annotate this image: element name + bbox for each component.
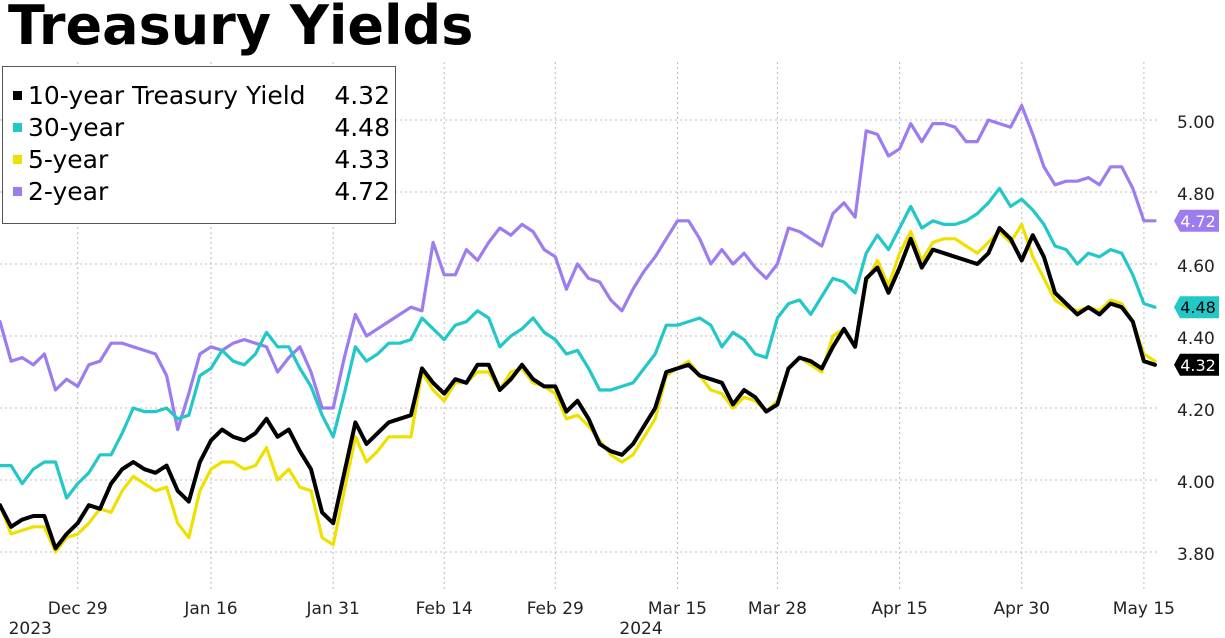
chart-title: Treasury Yields (8, 0, 474, 57)
legend-value: 4.72 (334, 176, 390, 206)
y-tick-label: 5.00 (1177, 113, 1215, 133)
last-value-badges: 4.72 4.48 4.32 (1174, 209, 1219, 376)
legend-value: 4.32 (334, 80, 390, 110)
x-tick-label: May 15 (1113, 599, 1175, 619)
x-tick-label: Apr 15 (871, 599, 927, 619)
y-tick-label: 3.80 (1177, 545, 1215, 565)
legend-swatch (13, 122, 22, 132)
legend-swatch (13, 154, 22, 164)
x-year-label: 2023 (9, 619, 52, 638)
y-tick-label: 4.00 (1177, 473, 1215, 493)
legend-item-5-year: 5-year 4.33 (13, 143, 395, 175)
legend-swatch (13, 90, 22, 100)
legend-item-2-year: 2-year 4.72 (13, 175, 395, 207)
x-year-label: 2024 (619, 619, 662, 638)
y-tick-label: 4.80 (1177, 185, 1215, 205)
legend-value: 4.33 (334, 144, 390, 174)
legend-label: 2-year (28, 176, 109, 206)
series-line-two-year (0, 103, 1157, 432)
x-tick-label: Jan 31 (306, 599, 360, 619)
series-lines (0, 103, 1157, 554)
x-tick-label: Feb 29 (527, 599, 584, 619)
x-tick-label: Dec 29 (48, 599, 108, 619)
legend-value: 4.48 (334, 112, 390, 142)
y-tick-label: 4.60 (1177, 257, 1215, 277)
svg-text:4.72: 4.72 (1180, 212, 1216, 231)
legend-item-30-year: 30-year 4.48 (13, 111, 395, 143)
series-line-thirty-year (0, 186, 1157, 500)
series-line-five-year (0, 222, 1157, 554)
x-tick-label: Jan 16 (183, 599, 237, 619)
y-tick-label: 4.40 (1177, 329, 1215, 349)
x-tick-label: Apr 30 (994, 599, 1050, 619)
x-tick-label: Feb 14 (416, 599, 473, 619)
last-value-badge-ten-year: 4.32 (1174, 353, 1219, 376)
grid (0, 62, 1158, 592)
svg-text:4.32: 4.32 (1180, 356, 1216, 375)
axes: 3.80 4.00 4.20 4.40 4.60 4.80 5.00 Dec 29 Jan 16… (9, 113, 1215, 638)
x-tick-label: Mar 28 (748, 599, 807, 619)
series-line-ten-year (0, 226, 1157, 551)
last-value-badge-thirty-year: 4.48 (1174, 296, 1219, 319)
legend-label: 5-year (28, 144, 109, 174)
y-tick-label: 4.20 (1177, 401, 1215, 421)
legend: 10-year Treasury Yield 4.32 30-year 4.48… (2, 66, 396, 224)
legend-swatch (13, 186, 22, 196)
legend-item-10-year: 10-year Treasury Yield 4.32 (13, 79, 395, 111)
x-tick-label: Mar 15 (648, 599, 707, 619)
last-value-badge-two-year: 4.72 (1174, 209, 1219, 232)
legend-label: 30-year (28, 112, 125, 142)
legend-label: 10-year Treasury Yield (28, 80, 306, 110)
svg-text:4.48: 4.48 (1180, 298, 1216, 317)
